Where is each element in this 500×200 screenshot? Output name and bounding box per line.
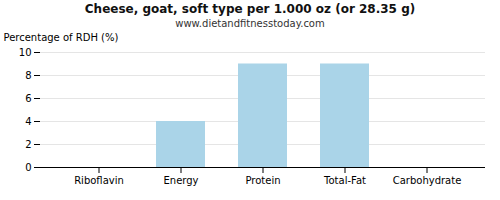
html-text:Cheese, goat, soft type per 1.: Cheese, goat, soft type per 1.000 oz (or… xyxy=(84,2,416,16)
html-text:www.dietandfitnesstoday.com: www.dietandfitnesstoday.com xyxy=(175,18,325,29)
svg-text:Carbohydrate: Carbohydrate xyxy=(393,175,462,186)
svg-text:Energy: Energy xyxy=(163,175,198,186)
svg-text:Protein: Protein xyxy=(245,175,280,186)
svg-text:0: 0 xyxy=(25,162,31,173)
svg-text:10: 10 xyxy=(19,47,32,58)
svg-text:8: 8 xyxy=(25,70,31,81)
svg-text:4: 4 xyxy=(25,116,31,127)
svg-text:Riboflavin: Riboflavin xyxy=(74,175,124,186)
svg-text:6: 6 xyxy=(25,93,31,104)
svg-text:Percentage of RDH (%): Percentage of RDH (%) xyxy=(4,32,119,43)
svg-text:2: 2 xyxy=(25,139,31,150)
svg-text:Total-Fat: Total-Fat xyxy=(323,175,366,186)
